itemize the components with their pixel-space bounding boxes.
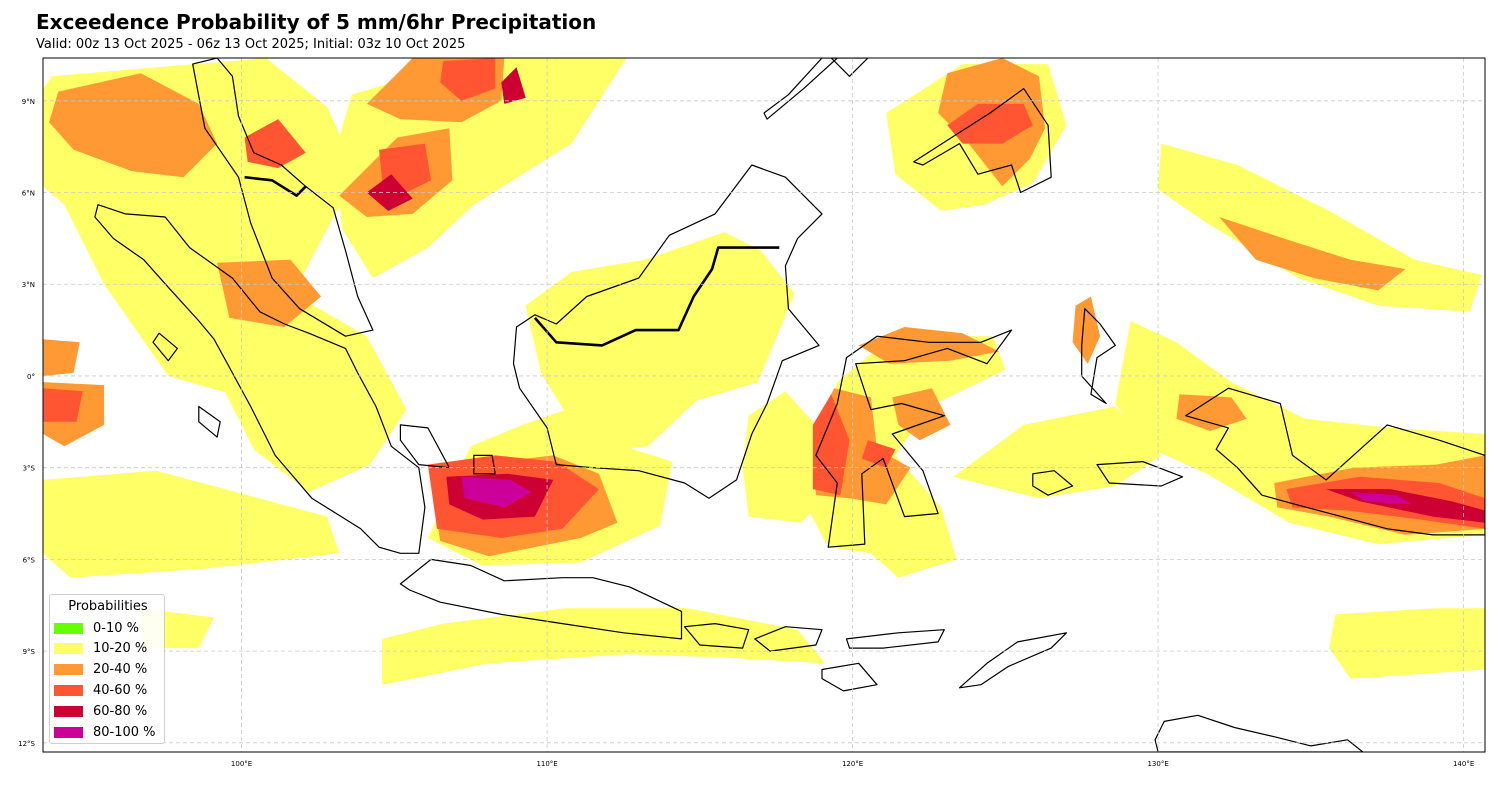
lat-tick-label: 6°S bbox=[23, 556, 36, 564]
probability-region-40-60 bbox=[440, 58, 496, 101]
coastline-nias bbox=[152, 332, 178, 362]
probability-region-20-40 bbox=[1072, 296, 1101, 364]
probability-region-10-20 bbox=[953, 406, 1162, 499]
legend-item-40-60: 40-60 % bbox=[54, 680, 147, 700]
legend-item-20-40: 20-40 % bbox=[54, 659, 147, 679]
coastline-new-guinea bbox=[1184, 387, 1485, 536]
probability-region-20-40 bbox=[217, 259, 321, 327]
probability-region-40-60 bbox=[43, 388, 83, 422]
coastline-java bbox=[399, 558, 683, 640]
legend-swatch bbox=[54, 726, 83, 738]
coastline-timor bbox=[958, 632, 1068, 689]
legend-swatch bbox=[54, 684, 83, 696]
legend-swatch bbox=[54, 622, 83, 634]
probability-region-60-80 bbox=[501, 67, 526, 104]
probability-region-40-60 bbox=[947, 103, 1033, 144]
probability-region-20-40 bbox=[892, 388, 951, 441]
coastline-flores bbox=[845, 629, 945, 649]
legend-label: 80-100 % bbox=[93, 724, 156, 740]
probability-region-40-60 bbox=[812, 394, 850, 496]
coastline-seram bbox=[1096, 461, 1184, 487]
probability-region-20-40 bbox=[1219, 217, 1406, 291]
coastline-sulawesi bbox=[815, 329, 1013, 548]
legend-item-0-10: 0-10 % bbox=[54, 618, 139, 638]
lon-tick-label: 110°E bbox=[536, 760, 557, 768]
axis-tick-layer: 100°E 110°E 120°E 130°E 140°E 9°N 6°N 3°N 0° 3°S 6… bbox=[18, 98, 1474, 768]
lat-tick-label: 6°N bbox=[22, 190, 35, 198]
legend-item-80-100: 80-100 % bbox=[54, 722, 156, 742]
legend-swatch bbox=[54, 663, 83, 675]
malaysia-indonesia-border bbox=[533, 246, 780, 347]
coastline-halmahera bbox=[1081, 308, 1116, 405]
coastline-sumba bbox=[821, 662, 878, 692]
coastline-bangka bbox=[399, 424, 450, 469]
lon-tick-label: 130°E bbox=[1147, 760, 1168, 768]
lat-tick-label: 9°N bbox=[22, 98, 35, 106]
probability-region-20-40 bbox=[1176, 394, 1247, 431]
probability-region-20-40 bbox=[49, 73, 218, 178]
coastline-sumatra bbox=[94, 204, 426, 554]
coastline-australia-north bbox=[1154, 714, 1364, 752]
legend-label: 20-40 % bbox=[93, 661, 148, 677]
legend-label: 0-10 % bbox=[93, 620, 139, 636]
probability-region-80-100 bbox=[461, 476, 532, 508]
legend: Probabilities 0-10 % 10-20 % 20-40 % 40-… bbox=[49, 594, 165, 744]
coastline-malay-peninsula bbox=[192, 58, 374, 337]
coastline-mindanao bbox=[913, 87, 1052, 194]
coastline-layer bbox=[94, 58, 1485, 752]
thailand-malaysia-border bbox=[244, 175, 307, 197]
legend-label: 10-20 % bbox=[93, 640, 148, 656]
probability-region-10-20 bbox=[217, 278, 407, 493]
probability-region-20-40 bbox=[43, 339, 80, 376]
lat-tick-label: 3°S bbox=[23, 465, 36, 473]
probability-region-80-100 bbox=[1350, 492, 1412, 505]
probability-region-10-20 bbox=[382, 608, 826, 685]
legend-label: 60-80 % bbox=[93, 703, 148, 719]
lon-tick-label: 100°E bbox=[231, 760, 252, 768]
coastline-luzon-south bbox=[830, 58, 869, 77]
probability-region-10-20 bbox=[1329, 608, 1485, 679]
legend-swatch bbox=[54, 642, 83, 654]
probability-region-40-60 bbox=[861, 440, 896, 468]
gridline-layer bbox=[43, 58, 1485, 752]
lon-tick-label: 140°E bbox=[1453, 760, 1474, 768]
lat-tick-label: 12°S bbox=[18, 740, 35, 748]
lat-tick-label: 0° bbox=[27, 373, 35, 381]
legend-title: Probabilities bbox=[68, 599, 148, 614]
probability-region-10-20 bbox=[1158, 143, 1482, 312]
coastline-palawan bbox=[763, 58, 838, 120]
coastline-buru bbox=[1032, 470, 1074, 496]
coastline-siberut-mentawai bbox=[198, 405, 221, 438]
probability-region-10-20 bbox=[43, 470, 340, 578]
legend-swatch bbox=[54, 705, 83, 717]
legend-item-10-20: 10-20 % bbox=[54, 638, 147, 658]
map-title: Exceedence Probability of 5 mm/6hr Preci… bbox=[36, 10, 597, 34]
map-frame bbox=[42, 57, 1486, 753]
coastline-borneo bbox=[512, 164, 823, 499]
precipitation-layer bbox=[43, 58, 1485, 685]
map-subtitle: Valid: 00z 13 Oct 2025 - 06z 13 Oct 2025… bbox=[36, 37, 466, 52]
lat-tick-label: 3°N bbox=[22, 281, 35, 289]
coastline-sumbawa bbox=[754, 626, 823, 652]
lat-tick-label: 9°S bbox=[23, 648, 36, 656]
legend-item-60-80: 60-80 % bbox=[54, 701, 147, 721]
coastline-lombok-bali bbox=[683, 622, 750, 649]
legend-label: 40-60 % bbox=[93, 682, 148, 698]
lon-tick-label: 120°E bbox=[842, 760, 863, 768]
probability-region-10-20 bbox=[525, 232, 795, 453]
